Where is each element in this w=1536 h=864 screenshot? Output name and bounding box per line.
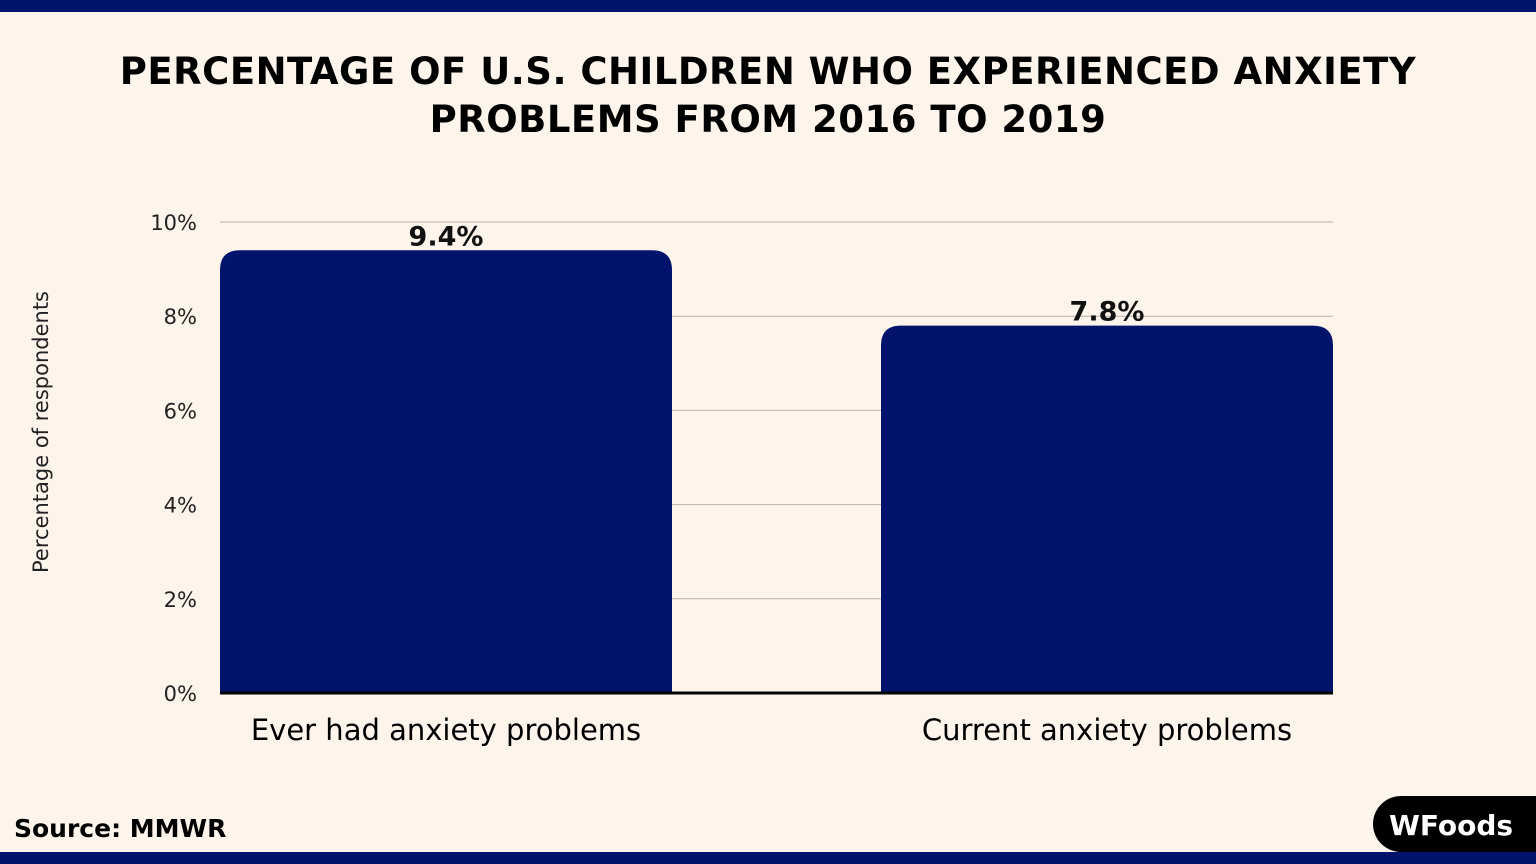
chart-title: PERCENTAGE OF U.S. CHILDREN WHO EXPERIEN… bbox=[119, 50, 1417, 141]
data-label: 7.8% bbox=[1070, 297, 1145, 328]
y-tick-label: 4% bbox=[164, 494, 197, 518]
data-label: 9.4% bbox=[409, 221, 484, 252]
y-tick-label: 6% bbox=[164, 399, 197, 423]
bar bbox=[881, 325, 1333, 693]
y-tick-label: 2% bbox=[164, 588, 197, 612]
bottom-border bbox=[0, 852, 1536, 864]
top-border bbox=[0, 0, 1536, 12]
y-tick-label: 0% bbox=[164, 682, 197, 706]
x-tick-label: Ever had anxiety problems bbox=[251, 713, 641, 747]
bar bbox=[220, 250, 672, 693]
y-tick-label: 10% bbox=[150, 211, 197, 235]
wfoods-logo: WFoods bbox=[1373, 796, 1536, 852]
x-tick-label: Current anxiety problems bbox=[922, 713, 1292, 747]
y-axis-label: Percentage of respondents bbox=[29, 291, 53, 573]
source-note: Source: MMWR bbox=[14, 814, 227, 843]
y-tick-label: 8% bbox=[164, 305, 197, 329]
